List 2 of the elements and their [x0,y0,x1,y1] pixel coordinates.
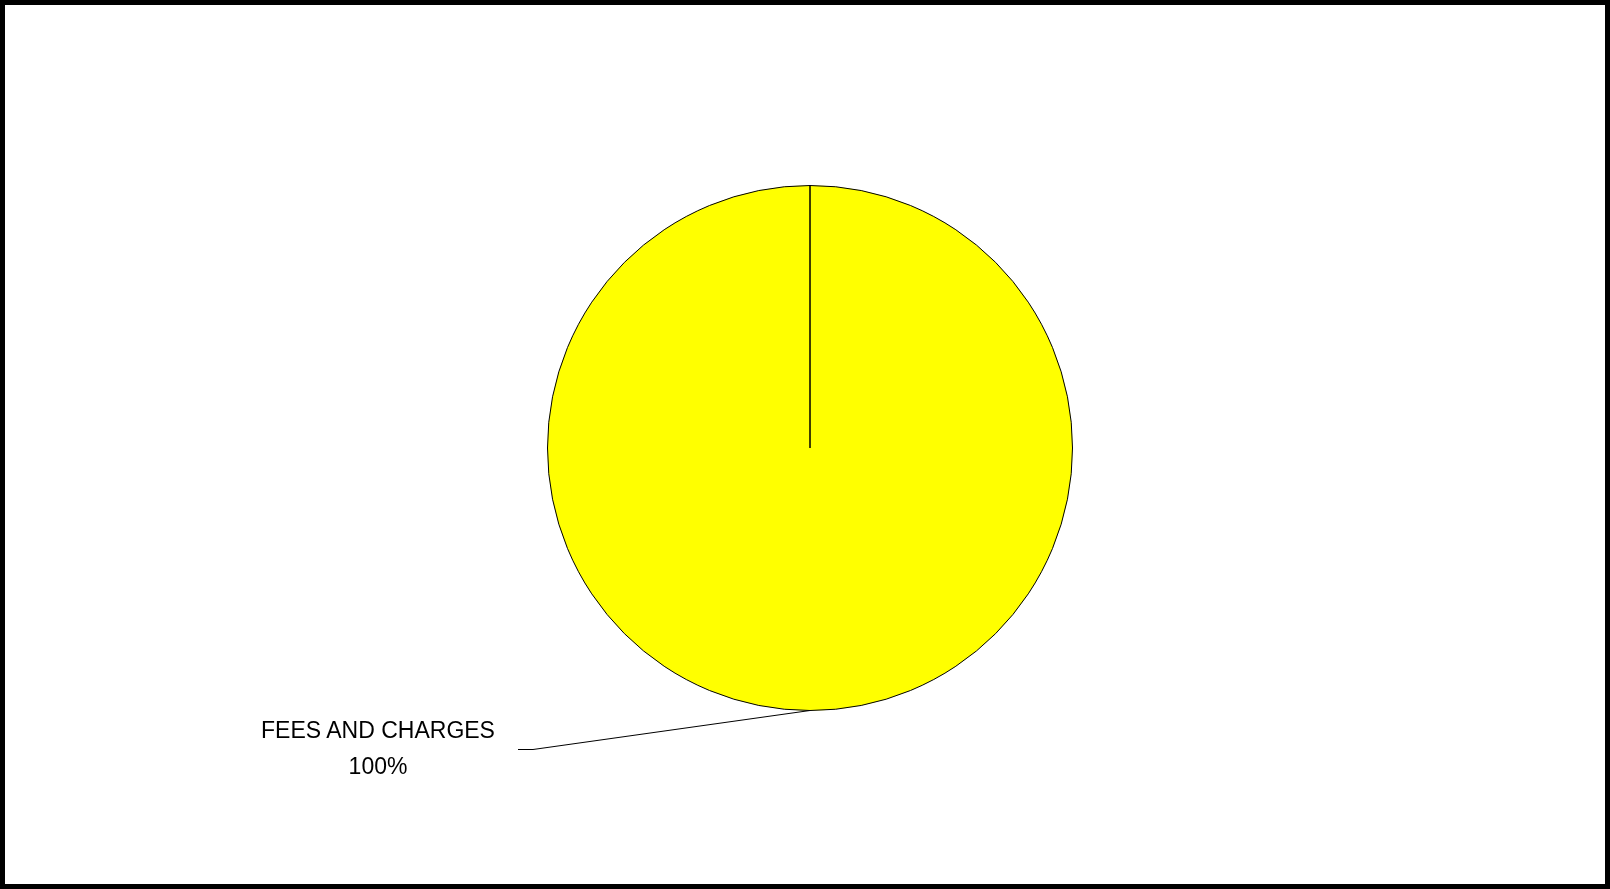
data-label: 100% [348,752,408,779]
slice-label: FEES AND CHARGES [261,716,495,743]
